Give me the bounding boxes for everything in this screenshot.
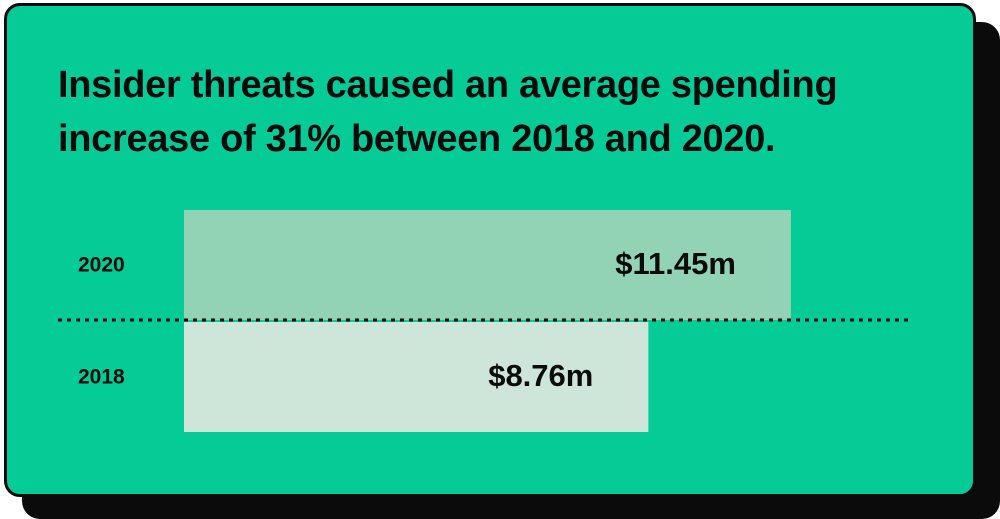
bar-2018	[184, 322, 649, 432]
category-label-2018: 2018	[78, 366, 125, 389]
chart-title: Insider threats caused an average spendi…	[58, 64, 838, 160]
value-label-2018: $8.76m	[488, 358, 593, 393]
value-label-2020: $11.45m	[615, 246, 736, 281]
bars-layer	[184, 210, 791, 432]
category-label-2020: 2020	[78, 254, 125, 277]
bar-2020	[184, 210, 791, 320]
labels-layer: 2020 $11.45m 2018 $8.76m	[78, 246, 736, 393]
